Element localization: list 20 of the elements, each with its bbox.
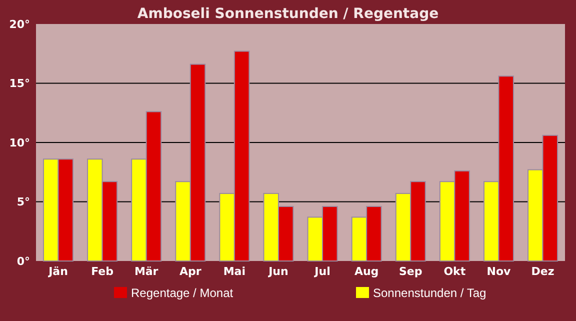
- y-tick-label: 0°: [16, 254, 30, 268]
- x-tick-label: Jän: [48, 265, 68, 278]
- x-tick-label: Nov: [486, 265, 512, 278]
- y-tick-label: 15°: [9, 77, 30, 90]
- x-tick-label: Jun: [268, 265, 288, 278]
- x-tick-label: Feb: [91, 265, 114, 278]
- x-tick-label: Sep: [398, 265, 422, 278]
- y-tick-label: 5°: [16, 196, 30, 209]
- legend-label: Regentage / Monat: [131, 286, 234, 300]
- x-tick-label: Okt: [444, 265, 466, 278]
- x-tick-label: Mär: [134, 265, 159, 278]
- chart-title: Amboseli Sonnenstunden / Regentage: [137, 6, 439, 22]
- legend-label: Sonnenstunden / Tag: [373, 286, 486, 300]
- x-tick-label: Apr: [179, 265, 202, 278]
- y-tick-label: 10°: [9, 136, 30, 150]
- y-tick-label: 20°: [9, 18, 30, 31]
- x-tick-label: Mai: [223, 265, 246, 278]
- x-tick-label: Jul: [314, 265, 330, 278]
- x-tick-label: Aug: [354, 265, 379, 278]
- x-tick-label: Dez: [531, 265, 554, 278]
